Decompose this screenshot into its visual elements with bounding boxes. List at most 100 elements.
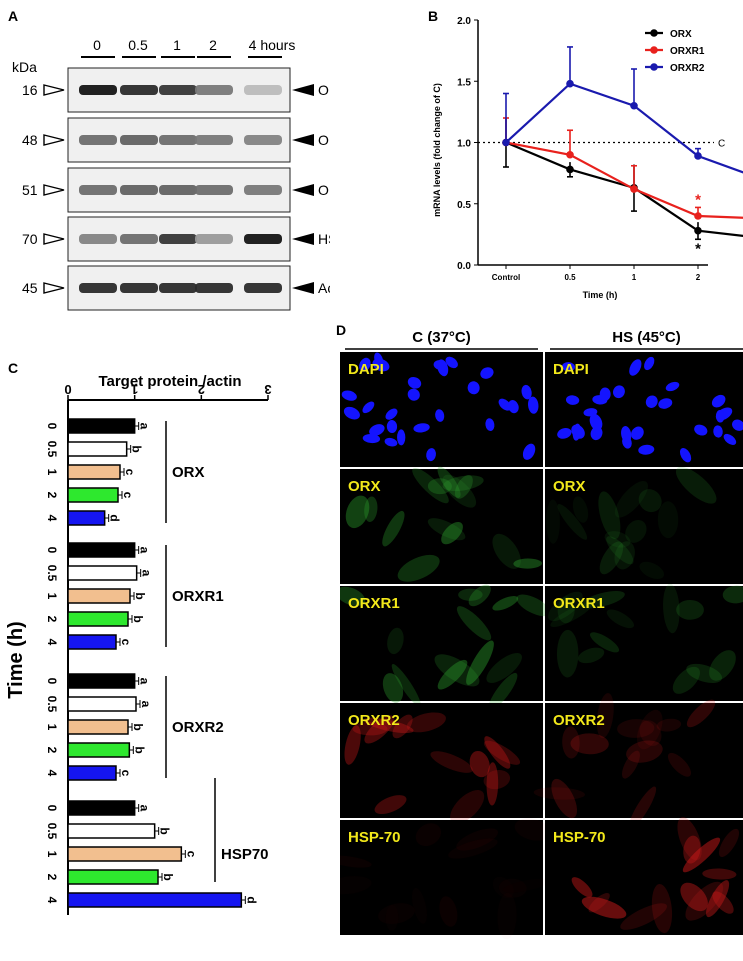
category-label: 4 xyxy=(45,515,59,522)
chart-title: Target protein /actin xyxy=(98,373,241,390)
category-label: 4 xyxy=(45,639,59,646)
blot-name: ORX xyxy=(318,82,330,98)
cell-signal xyxy=(606,609,635,629)
nucleus xyxy=(397,429,406,446)
lane-label: 1 xyxy=(173,37,181,53)
lane-underline xyxy=(122,56,156,58)
stain-label: DAPI xyxy=(553,361,589,378)
image-tile xyxy=(545,820,743,935)
microscopy-grid: C (37°C) HS (45°C) DAPI DAPI ORX ORX ORXR1 ORXR… xyxy=(340,329,743,935)
blot-band xyxy=(159,283,197,293)
nucleus xyxy=(467,381,480,395)
blot-band xyxy=(195,85,233,95)
nucleus xyxy=(713,425,723,438)
cell-signal xyxy=(374,795,407,815)
bar xyxy=(67,846,183,862)
category-label: 1 xyxy=(45,469,59,476)
bar xyxy=(67,869,159,885)
cell-signal xyxy=(604,531,631,548)
blot-band xyxy=(244,283,282,293)
cell-signal xyxy=(625,519,647,543)
nucleus xyxy=(435,409,445,422)
cell-signal xyxy=(580,591,625,609)
nucleus xyxy=(629,359,642,376)
cell-signal xyxy=(656,718,682,732)
category-label: 0.5 xyxy=(45,441,59,458)
blot-arrow xyxy=(292,134,314,146)
blot-arrow xyxy=(292,184,314,196)
lane-underline xyxy=(81,56,115,58)
cell-signal xyxy=(606,536,634,565)
nucleus xyxy=(599,387,611,401)
legend-label: ORXR1 xyxy=(670,46,705,57)
cell-signal xyxy=(488,672,518,711)
cell-signal xyxy=(548,591,583,622)
cell-signal xyxy=(382,510,405,547)
category-label: 2 xyxy=(45,492,59,499)
series-line xyxy=(505,141,743,219)
category-label: 0.5 xyxy=(45,696,59,713)
cell-signal xyxy=(484,736,511,769)
column-header: C (37°C) xyxy=(412,329,471,346)
category-label: 1 xyxy=(45,851,59,858)
cell-signal xyxy=(672,666,700,694)
cell-signal xyxy=(686,663,723,683)
cell-signal xyxy=(344,725,361,765)
blot-band xyxy=(195,234,233,244)
legend-marker xyxy=(650,29,658,37)
cell-signal xyxy=(387,627,404,655)
significance-letter: c xyxy=(119,639,133,646)
lane-label: 4 hours xyxy=(249,37,296,53)
cell-signal xyxy=(439,896,458,927)
kda-arrow xyxy=(43,84,65,96)
cell-signal xyxy=(454,474,473,499)
kda-arrow xyxy=(43,233,65,245)
cell-signal xyxy=(442,474,477,508)
kda-marker: 45 xyxy=(22,280,38,296)
data-point xyxy=(694,152,702,160)
nucleus xyxy=(341,390,357,401)
cell-signal xyxy=(663,583,680,634)
nucleus xyxy=(613,385,625,399)
nucleus xyxy=(386,420,398,433)
cell-signal xyxy=(683,835,701,864)
bar xyxy=(67,892,243,908)
nucleus xyxy=(507,400,519,414)
bar xyxy=(67,441,128,457)
cell-signal xyxy=(434,654,480,687)
nucleus xyxy=(413,423,430,433)
significance-letter: b xyxy=(161,873,175,880)
cell-signal xyxy=(448,838,498,859)
kda-arrow xyxy=(43,282,65,294)
kda-marker: 51 xyxy=(22,182,38,198)
cell-signal xyxy=(702,868,737,880)
bar xyxy=(67,542,136,558)
legend-label: ORXR2 xyxy=(670,63,705,74)
cell-signal xyxy=(450,789,485,824)
cell-signal xyxy=(437,659,468,690)
cell-signal xyxy=(581,896,627,919)
cell-signal xyxy=(397,554,440,582)
cell-signal xyxy=(486,652,522,683)
nucleus xyxy=(561,362,576,372)
cell-signal xyxy=(468,584,491,607)
x-tick-label: 2 xyxy=(198,382,205,397)
significance-letter: c xyxy=(121,492,135,499)
x-tick-label: 3 xyxy=(264,382,271,397)
x-axis-label: Time (h) xyxy=(583,290,618,300)
blot-band xyxy=(244,234,282,244)
series-line xyxy=(505,141,743,237)
x-tick-label: 0.5 xyxy=(564,273,576,282)
category-label: 2 xyxy=(45,747,59,754)
cell-signal xyxy=(483,740,521,765)
category-label: 1 xyxy=(45,593,59,600)
data-point xyxy=(566,165,574,174)
cell-signal xyxy=(706,880,730,918)
nucleus xyxy=(369,424,385,436)
significance-letter: d xyxy=(108,514,122,521)
x-tick-label: 1 xyxy=(131,382,138,397)
group-label: ORXR1 xyxy=(172,588,224,605)
blot-arrow xyxy=(292,233,314,245)
x-tick-label: 2 xyxy=(696,273,701,282)
cell-signal xyxy=(427,478,452,495)
